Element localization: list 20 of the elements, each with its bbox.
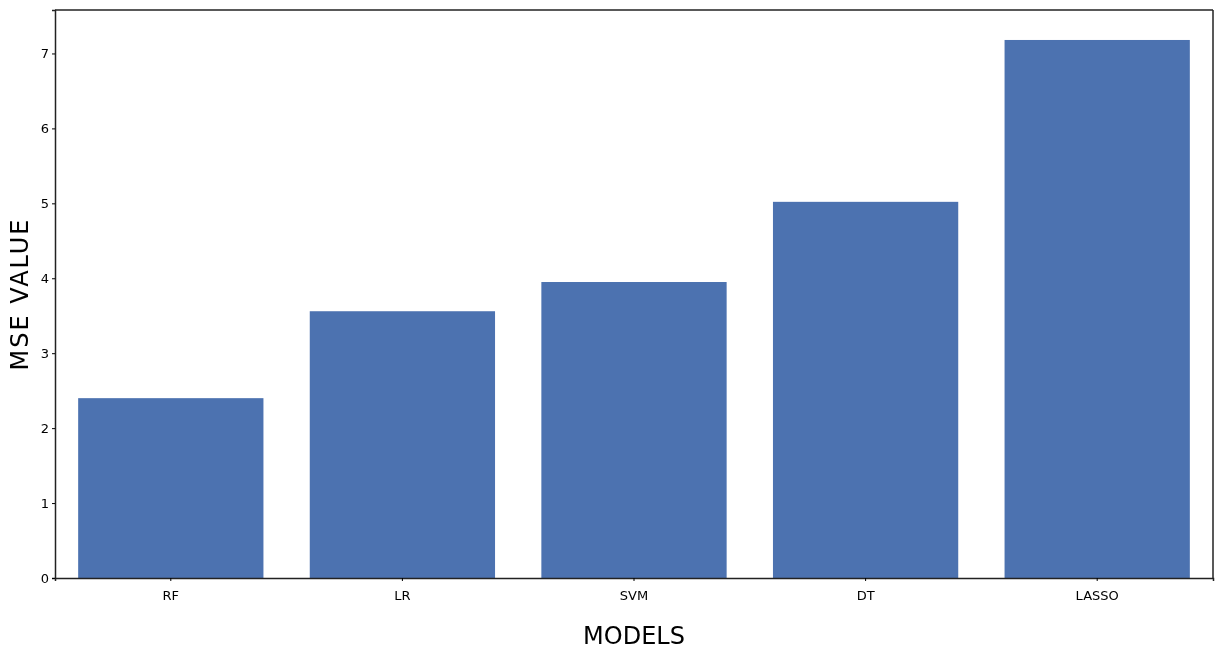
y-tick-label: 1	[40, 495, 49, 511]
y-tick-label: 0	[40, 570, 49, 586]
y-tick-label: 6	[40, 121, 49, 137]
y-tick-label: 5	[40, 195, 49, 211]
x-axis-title: MODELS	[583, 622, 685, 650]
y-tick-label: 4	[40, 270, 49, 286]
y-axis-title: MSE VALUE	[6, 217, 34, 371]
y-tick-label: 3	[40, 345, 49, 361]
bar	[772, 201, 959, 578]
bar	[541, 282, 727, 578]
bar	[309, 311, 496, 578]
y-tick-label: 2	[40, 420, 49, 436]
x-tick-label: LR	[394, 587, 411, 603]
x-tick-label: LASSO	[1075, 587, 1119, 603]
bar	[78, 398, 264, 578]
y-tick-label: 7	[40, 46, 49, 62]
bar	[1004, 39, 1190, 578]
x-tick-label: DT	[856, 587, 875, 603]
x-tick-label: SVM	[619, 587, 649, 603]
x-tick-label: RF	[162, 587, 180, 603]
